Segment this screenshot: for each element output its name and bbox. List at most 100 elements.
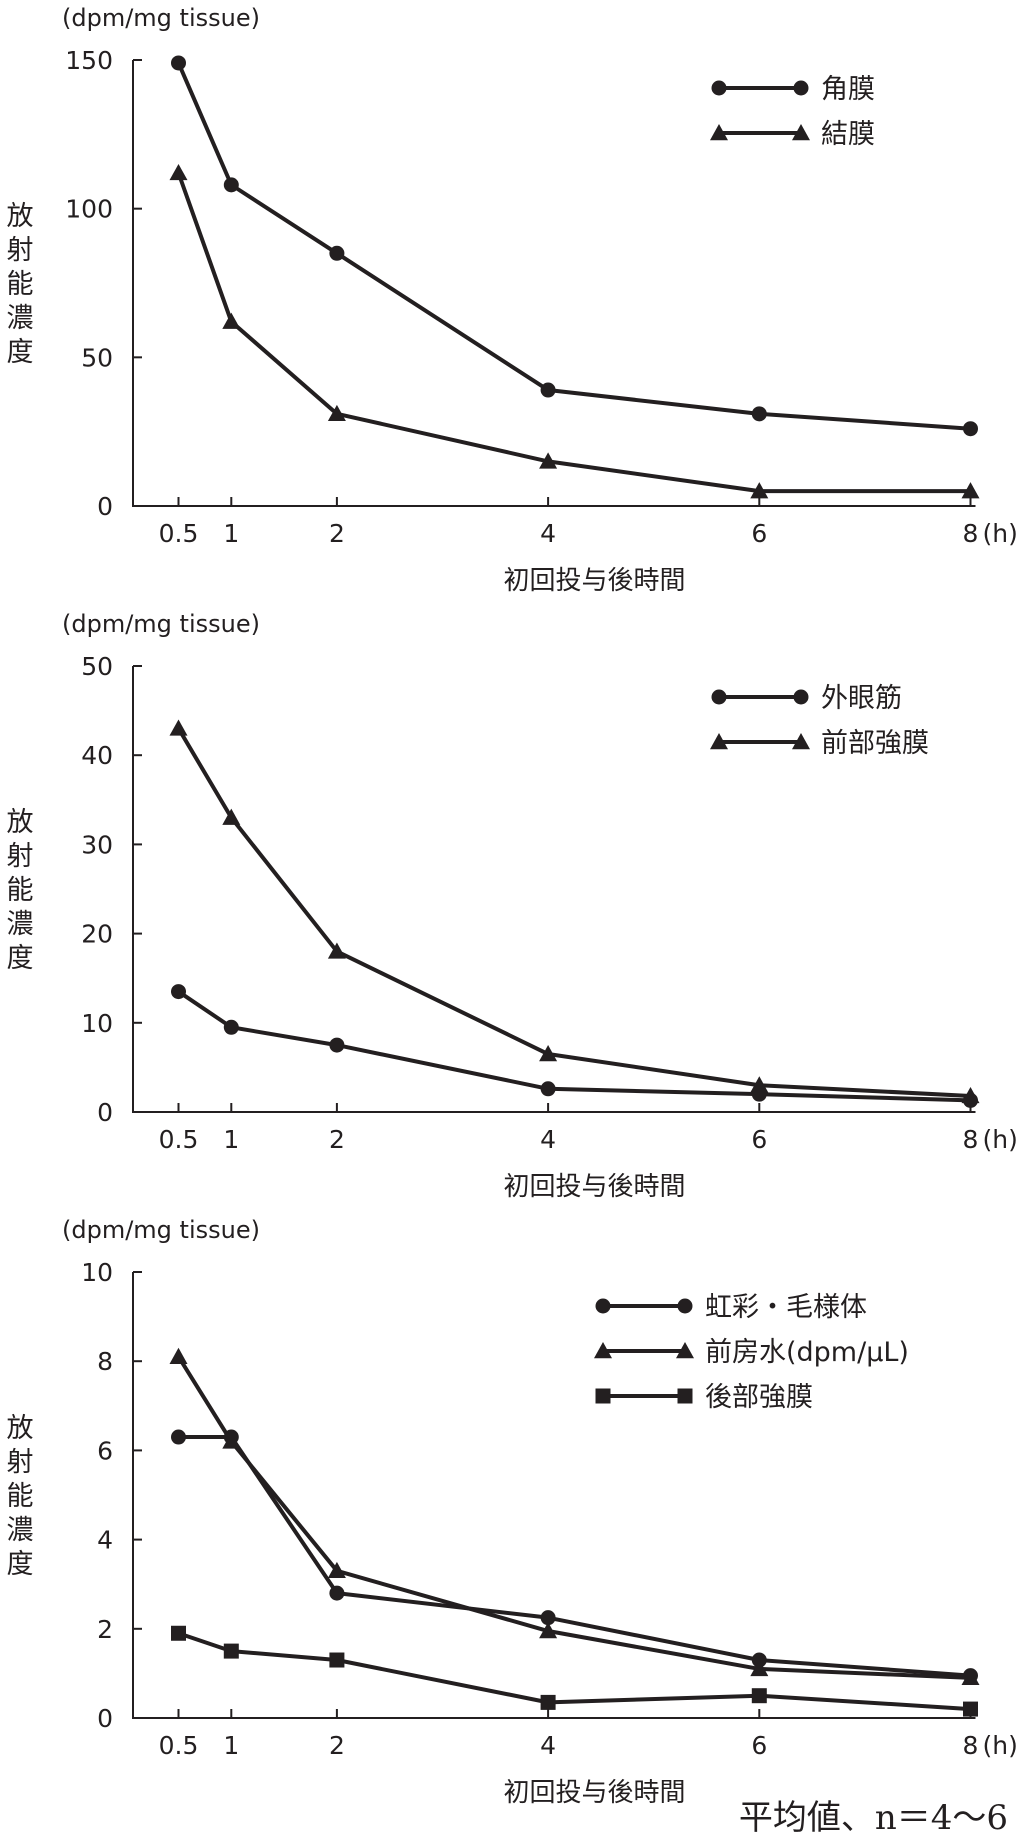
data-point [327,404,346,422]
x-unit-label: (h) [983,1731,1018,1760]
legend-marker [595,1298,611,1314]
legend-label: 虹彩・毛様体 [705,1292,867,1323]
series-line [176,172,971,494]
legend-marker [710,124,728,141]
x-axis-label: 初回投与後時間 [503,1172,685,1202]
legend-marker [677,1388,693,1404]
y-axis-label: 放射能濃度 [7,201,34,368]
data-point [169,719,188,736]
legend-marker [792,124,810,141]
data-point [223,1019,239,1035]
series-line [176,1355,971,1680]
x-tick-label: 1 [223,1125,239,1154]
x-tick-label: 2 [329,1731,345,1760]
y-tick-label: 0 [97,1098,113,1127]
y-axis-label: 放射能濃度 [7,1413,34,1580]
data-point [540,1610,556,1626]
x-tick-label: 6 [751,1731,767,1760]
data-point [222,312,241,329]
data-point [540,1081,556,1097]
data-point [751,406,767,422]
series-line [176,727,971,1098]
data-point [329,1037,345,1053]
legend-marker [711,80,727,96]
data-point [540,1694,556,1710]
data-point [963,1701,978,1717]
data-point [329,1585,345,1601]
data-point [750,1076,769,1093]
chart-panel-1: (dpm/mg tissue) 放射能濃度 0 50 100 150 0.5 1 2 4 6 8 (h)… [7,4,1018,596]
y-tick-label: 8 [97,1347,113,1376]
data-point [329,245,345,261]
data-point [750,1659,769,1677]
series-line [176,62,971,431]
series-line [177,989,971,1103]
x-tick-label: 2 [329,519,345,548]
footnote: 平均値、n＝4〜6 [738,1798,1008,1838]
data-point [222,1432,241,1449]
x-tick-label: 8 [963,1125,979,1154]
y-unit-label: (dpm/mg tissue) [62,4,260,32]
x-tick-label: 1 [223,519,239,548]
data-point [961,1086,980,1104]
y-tick-label: 150 [65,46,113,75]
x-unit-label: (h) [983,1125,1018,1154]
data-point [171,55,186,71]
x-tick-label: 1 [223,1731,239,1760]
data-point [169,1347,188,1364]
y-tick-label: 10 [81,1009,113,1038]
y-unit-label: (dpm/mg tissue) [62,1216,260,1244]
data-point [540,382,556,398]
x-tick-label: 8 [963,1731,979,1760]
data-point [171,1625,186,1641]
x-tick-label: 2 [329,1125,345,1154]
data-point [751,1688,767,1704]
data-point [171,1429,186,1445]
y-tick-label: 30 [81,830,113,859]
legend-marker [677,1298,693,1314]
x-tick-label: 4 [540,1125,556,1154]
data-point [327,942,346,959]
x-tick-label: 4 [540,519,556,548]
legend-label: 結膜 [821,119,875,150]
data-point [961,1668,980,1686]
y-tick-label: 50 [81,343,113,372]
y-tick-label: 40 [81,741,113,770]
data-point [750,482,769,499]
y-tick-label: 4 [97,1526,113,1555]
x-tick-label: 6 [751,1125,767,1154]
legend-label: 角膜 [821,74,875,105]
data-point [539,1622,558,1639]
y-unit-label: (dpm/mg tissue) [62,610,260,638]
data-point [539,1045,558,1062]
legend-marker [676,1342,694,1359]
data-point [169,163,188,181]
y-tick-label: 10 [81,1258,113,1287]
data-point [539,452,558,469]
legend-marker [792,733,810,750]
legend-marker [594,1342,612,1359]
x-axis-label: 初回投与後時間 [503,1778,685,1808]
legend-label: 後部強膜 [705,1382,813,1413]
y-tick-label: 2 [97,1615,113,1644]
data-point [963,421,978,437]
legend-marker [710,733,728,750]
x-unit-label: (h) [983,519,1018,548]
legend-marker [793,689,809,705]
x-tick-label: 8 [963,519,979,548]
data-point [223,1643,239,1659]
x-tick-label: 0.5 [159,519,199,548]
x-tick-label: 6 [751,519,767,548]
x-axis-label: 初回投与後時間 [503,566,685,596]
data-point [327,1561,346,1579]
legend-label: 前部強膜 [821,728,929,759]
y-tick-label: 0 [97,492,113,521]
x-tick-label: 0.5 [159,1125,199,1154]
y-axis-label: 放射能濃度 [7,807,34,974]
legend-marker [711,689,727,705]
legend-label: 外眼筋 [821,683,902,714]
data-point [223,177,239,193]
legend-marker [595,1388,611,1404]
